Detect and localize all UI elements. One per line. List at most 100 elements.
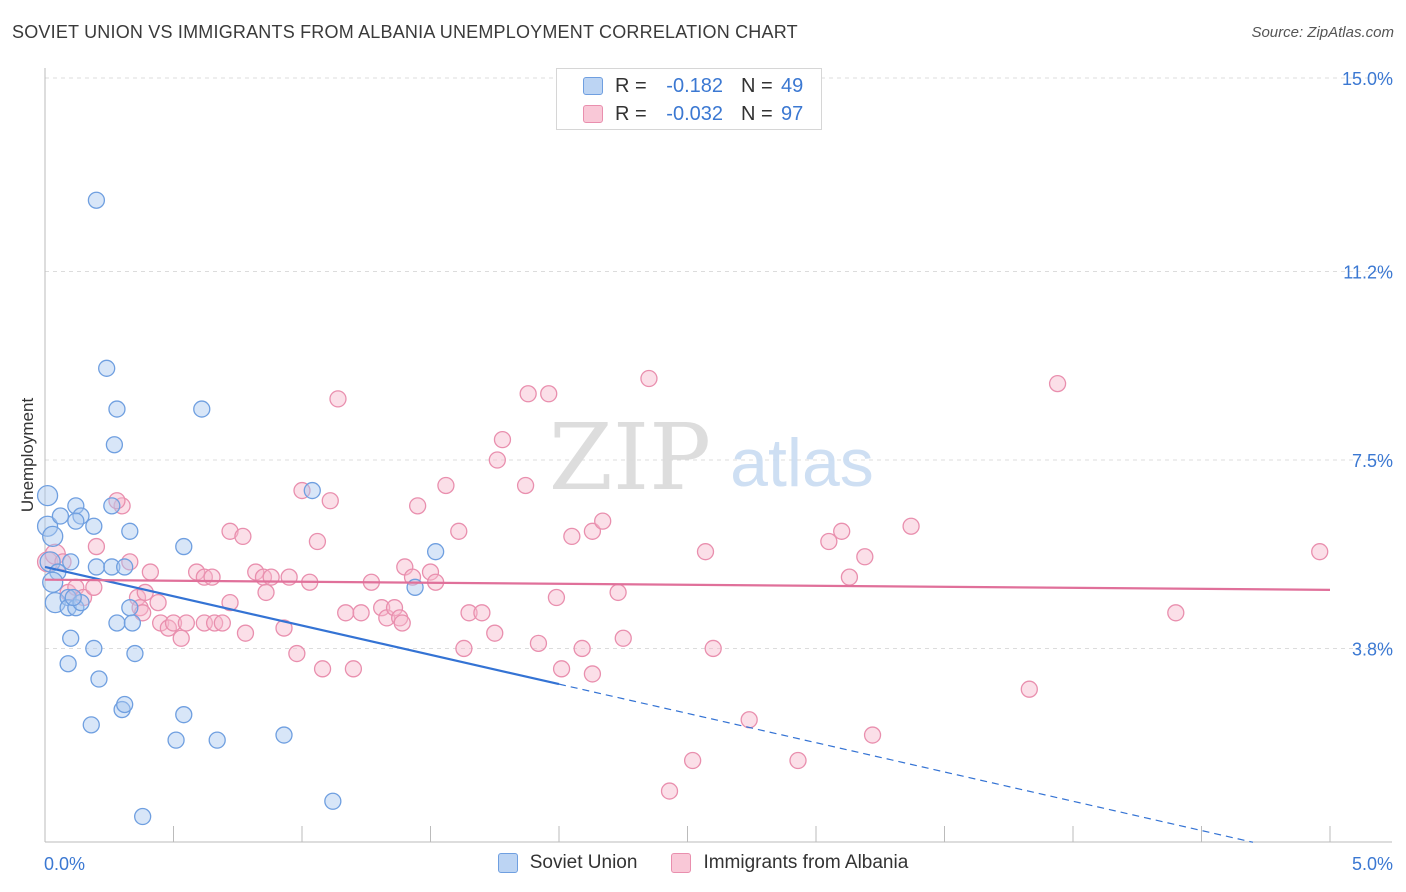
legend-n-value-albania: 97 — [781, 102, 804, 125]
x-tick-label-0: 0.0% — [44, 854, 85, 874]
soviet-point-28 — [85, 639, 103, 658]
albania-point-59 — [450, 522, 468, 540]
albania-point-75 — [583, 522, 602, 540]
albania-point-66 — [516, 476, 535, 495]
soviet-point-26 — [123, 614, 142, 632]
legend-row-albania: R = -0.032 N = 97 — [583, 101, 803, 127]
soviet-point-37 — [208, 731, 226, 749]
albania-point-73 — [573, 639, 591, 658]
correlation-legend: R = -0.182 N = 49 R = -0.032 N = 97 — [556, 68, 822, 130]
soviet-point-17 — [175, 537, 193, 556]
soviet-point-0 — [36, 485, 59, 507]
gridlines — [45, 77, 1392, 649]
albania-point-67 — [519, 385, 537, 403]
albania-point-95 — [1311, 543, 1329, 561]
soviet-point-16 — [116, 558, 134, 576]
albania-point-82 — [696, 543, 715, 561]
albania-point-50 — [385, 599, 404, 617]
series-soviet-points — [36, 191, 445, 826]
albania-point-79 — [640, 369, 658, 388]
soviet-point-31 — [90, 670, 108, 688]
albania-point-44 — [337, 604, 355, 622]
albania-point-34 — [262, 568, 280, 586]
albania-point-91 — [902, 517, 920, 535]
soviet-point-24 — [108, 614, 126, 632]
source-credit: Source: ZipAtlas.com — [1251, 24, 1394, 41]
soviet-point-33 — [116, 695, 134, 714]
legend-r-value-albania: -0.032 — [666, 102, 723, 125]
albania-point-41 — [313, 660, 332, 678]
albania-point-55 — [408, 497, 427, 515]
watermark-atlas: atlas — [730, 425, 874, 501]
albania-point-96 — [134, 604, 152, 622]
albania-point-48 — [373, 599, 391, 617]
albania-point-37 — [288, 644, 306, 663]
soviet-point-34 — [82, 716, 100, 734]
albania-point-20 — [177, 614, 196, 632]
albania-point-72 — [563, 527, 581, 546]
series-legend-swatch-soviet — [497, 853, 518, 873]
albania-point-81 — [683, 751, 702, 770]
series-legend-soviet[interactable]: Soviet Union — [497, 852, 638, 874]
watermark: ZIP atlas — [549, 404, 874, 511]
soviet-point-41 — [108, 400, 126, 418]
soviet-point-30 — [59, 655, 77, 673]
series-legend-label-albania: Immigrants from Albania — [703, 852, 909, 873]
albania-point-56 — [421, 563, 440, 581]
albania-point-92 — [1020, 680, 1038, 698]
legend-n-value-soviet: 49 — [781, 74, 804, 97]
soviet-point-29 — [126, 644, 144, 663]
soviet-point-10 — [85, 517, 103, 535]
albania-point-14 — [141, 563, 160, 581]
legend-r-label: R = — [615, 102, 647, 125]
legend-swatch-albania — [583, 105, 603, 123]
y-tick-label-0: 3.8% — [1352, 639, 1393, 659]
soviet-point-48 — [134, 807, 152, 826]
albania-point-7 — [87, 537, 106, 556]
soviet-point-36 — [167, 731, 185, 749]
series-legend-label-soviet: Soviet Union — [529, 852, 638, 873]
legend-row-soviet: R = -0.182 N = 49 — [583, 73, 803, 99]
soviet-point-1 — [36, 515, 59, 537]
trend-lines — [44, 565, 1331, 843]
axes — [44, 68, 1392, 843]
albania-point-94 — [1167, 604, 1185, 622]
albania-point-17 — [159, 619, 178, 637]
albania-point-26 — [213, 614, 231, 632]
albania-point-84 — [740, 711, 758, 729]
albania-point-74 — [583, 665, 602, 683]
y-tick-label-1: 7.5% — [1352, 451, 1393, 471]
albania-point-86 — [820, 532, 838, 551]
albania-point-88 — [840, 568, 859, 586]
albania-point-78 — [614, 629, 632, 647]
albania-point-27 — [221, 593, 239, 612]
albania-point-15 — [149, 593, 167, 612]
albania-point-70 — [547, 588, 566, 607]
soviet-point-39 — [87, 191, 106, 209]
soviet-point-25 — [121, 599, 139, 617]
albania-point-68 — [529, 634, 548, 653]
series-legend: Soviet Union Immigrants from Albania — [0, 852, 1406, 874]
albania-point-77 — [609, 583, 627, 602]
albania-point-65 — [493, 430, 512, 449]
albania-point-6 — [85, 578, 103, 596]
albania-point-93 — [1048, 374, 1067, 393]
y-tick-label-2: 11.2% — [1343, 263, 1393, 283]
albania-point-40 — [308, 532, 327, 551]
albania-point-52 — [393, 614, 411, 632]
albania-point-69 — [540, 385, 558, 403]
chart-title: SOVIET UNION VS IMMIGRANTS FROM ALBANIA … — [12, 22, 798, 42]
albania-point-64 — [488, 451, 506, 469]
soviet-point-11 — [103, 497, 121, 515]
soviet-point-21 — [67, 599, 85, 617]
albania-point-29 — [234, 527, 252, 546]
albania-point-35 — [275, 619, 293, 637]
albania-point-87 — [833, 522, 851, 540]
soviet-point-2 — [42, 525, 64, 548]
albania-point-83 — [704, 639, 722, 658]
trend-line-soviet — [44, 565, 560, 686]
series-legend-albania[interactable]: Immigrants from Albania — [671, 852, 908, 874]
soviet-point-47 — [324, 792, 342, 810]
watermark-zip: ZIP — [549, 404, 711, 511]
